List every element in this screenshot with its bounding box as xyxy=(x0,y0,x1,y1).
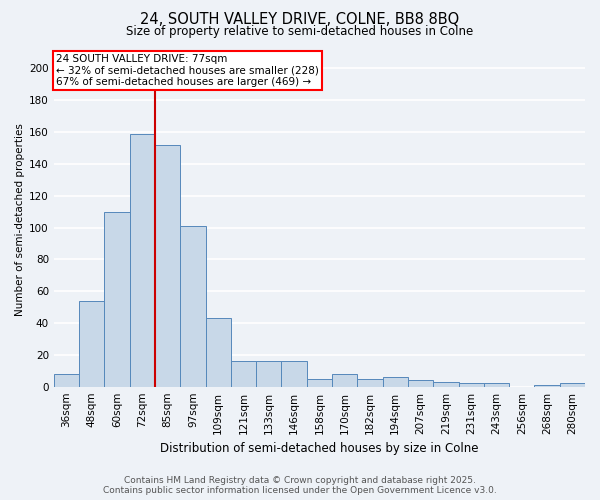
Bar xyxy=(560,384,585,386)
Bar xyxy=(535,385,560,386)
Bar xyxy=(256,361,281,386)
Bar xyxy=(358,378,383,386)
X-axis label: Distribution of semi-detached houses by size in Colne: Distribution of semi-detached houses by … xyxy=(160,442,479,455)
Bar xyxy=(206,318,231,386)
Bar xyxy=(54,374,79,386)
Bar xyxy=(307,378,332,386)
Bar xyxy=(104,212,130,386)
Bar xyxy=(231,361,256,386)
Bar xyxy=(332,374,358,386)
Bar xyxy=(79,300,104,386)
Text: 24 SOUTH VALLEY DRIVE: 77sqm
← 32% of semi-detached houses are smaller (228)
67%: 24 SOUTH VALLEY DRIVE: 77sqm ← 32% of se… xyxy=(56,54,319,88)
Bar xyxy=(180,226,206,386)
Bar xyxy=(408,380,433,386)
Bar xyxy=(458,384,484,386)
Text: Size of property relative to semi-detached houses in Colne: Size of property relative to semi-detach… xyxy=(127,25,473,38)
Text: Contains HM Land Registry data © Crown copyright and database right 2025.
Contai: Contains HM Land Registry data © Crown c… xyxy=(103,476,497,495)
Bar xyxy=(281,361,307,386)
Bar xyxy=(383,377,408,386)
Bar xyxy=(155,145,180,386)
Text: 24, SOUTH VALLEY DRIVE, COLNE, BB8 8BQ: 24, SOUTH VALLEY DRIVE, COLNE, BB8 8BQ xyxy=(140,12,460,28)
Y-axis label: Number of semi-detached properties: Number of semi-detached properties xyxy=(15,123,25,316)
Bar xyxy=(130,134,155,386)
Bar xyxy=(433,382,458,386)
Bar xyxy=(484,384,509,386)
